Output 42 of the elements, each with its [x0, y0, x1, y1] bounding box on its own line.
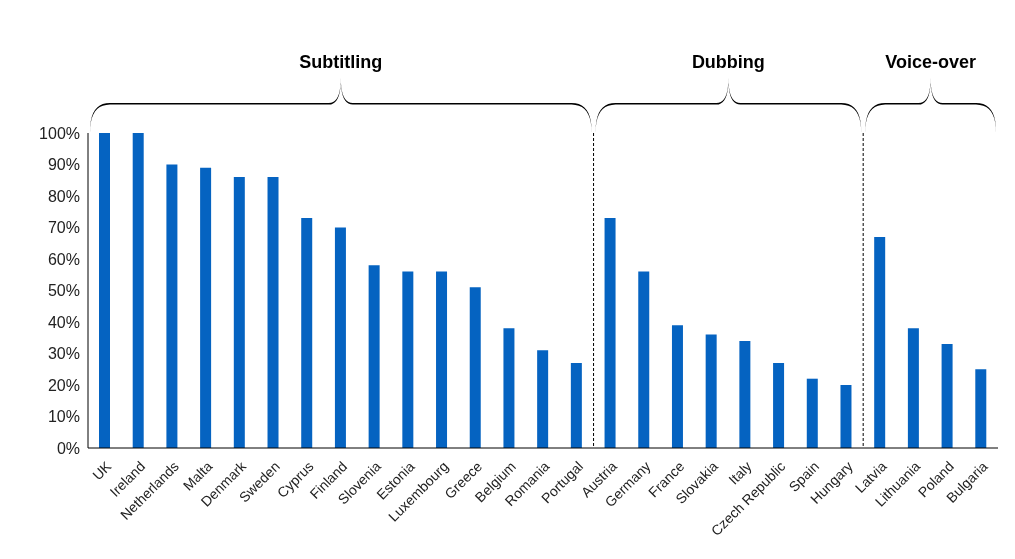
bar	[301, 218, 313, 448]
bar	[840, 385, 852, 448]
bar	[469, 287, 481, 448]
bar	[368, 265, 380, 448]
y-tick-label: 40%	[47, 313, 80, 331]
y-tick-label: 80%	[47, 187, 80, 205]
bar	[132, 133, 144, 448]
bar	[503, 328, 515, 448]
y-tick-label: 100%	[39, 124, 80, 142]
bar	[705, 334, 717, 448]
bar	[941, 344, 953, 448]
y-tick-label: 0%	[56, 439, 80, 457]
bar	[975, 369, 987, 448]
bar	[267, 177, 279, 448]
bar	[907, 328, 919, 448]
y-tick-label: 90%	[47, 156, 80, 174]
bar	[806, 378, 818, 448]
bar	[874, 236, 886, 448]
y-tick-label: 10%	[47, 408, 80, 426]
bar	[402, 271, 414, 448]
bar	[200, 167, 212, 448]
y-tick-label: 50%	[47, 282, 80, 300]
bar	[570, 362, 582, 448]
bar	[166, 164, 178, 448]
y-tick-label: 20%	[47, 376, 80, 394]
y-tick-label: 60%	[47, 250, 80, 268]
bar	[739, 340, 751, 448]
x-tick-label: UK	[89, 457, 115, 484]
bar	[99, 133, 110, 448]
bar	[773, 362, 785, 448]
bar	[436, 271, 448, 448]
bar	[537, 350, 549, 448]
text: Subtitling	[299, 52, 383, 72]
text: Voice-over	[885, 52, 976, 72]
bar	[604, 218, 616, 448]
y-tick-label: 30%	[47, 345, 80, 363]
bar	[233, 177, 245, 448]
bar	[334, 227, 346, 448]
bar	[638, 271, 650, 448]
y-tick-label: 70%	[47, 219, 80, 237]
text: Dubbing	[691, 52, 765, 72]
bar	[671, 325, 683, 448]
